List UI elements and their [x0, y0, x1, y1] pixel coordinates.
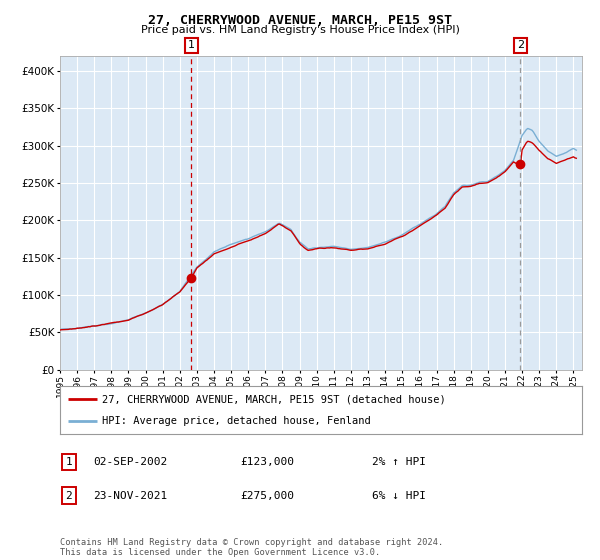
Text: 2: 2 — [517, 40, 524, 50]
Text: Price paid vs. HM Land Registry's House Price Index (HPI): Price paid vs. HM Land Registry's House … — [140, 25, 460, 35]
Text: 27, CHERRYWOOD AVENUE, MARCH, PE15 9ST: 27, CHERRYWOOD AVENUE, MARCH, PE15 9ST — [148, 14, 452, 27]
Text: 6% ↓ HPI: 6% ↓ HPI — [372, 491, 426, 501]
Text: 2: 2 — [65, 491, 73, 501]
Text: 1: 1 — [188, 40, 195, 50]
Text: £275,000: £275,000 — [240, 491, 294, 501]
Text: HPI: Average price, detached house, Fenland: HPI: Average price, detached house, Fenl… — [102, 416, 371, 426]
Text: 2% ↑ HPI: 2% ↑ HPI — [372, 457, 426, 467]
Text: 23-NOV-2021: 23-NOV-2021 — [93, 491, 167, 501]
Text: 02-SEP-2002: 02-SEP-2002 — [93, 457, 167, 467]
Text: 27, CHERRYWOOD AVENUE, MARCH, PE15 9ST (detached house): 27, CHERRYWOOD AVENUE, MARCH, PE15 9ST (… — [102, 394, 446, 404]
Text: 1: 1 — [65, 457, 73, 467]
Text: Contains HM Land Registry data © Crown copyright and database right 2024.
This d: Contains HM Land Registry data © Crown c… — [60, 538, 443, 557]
Text: £123,000: £123,000 — [240, 457, 294, 467]
